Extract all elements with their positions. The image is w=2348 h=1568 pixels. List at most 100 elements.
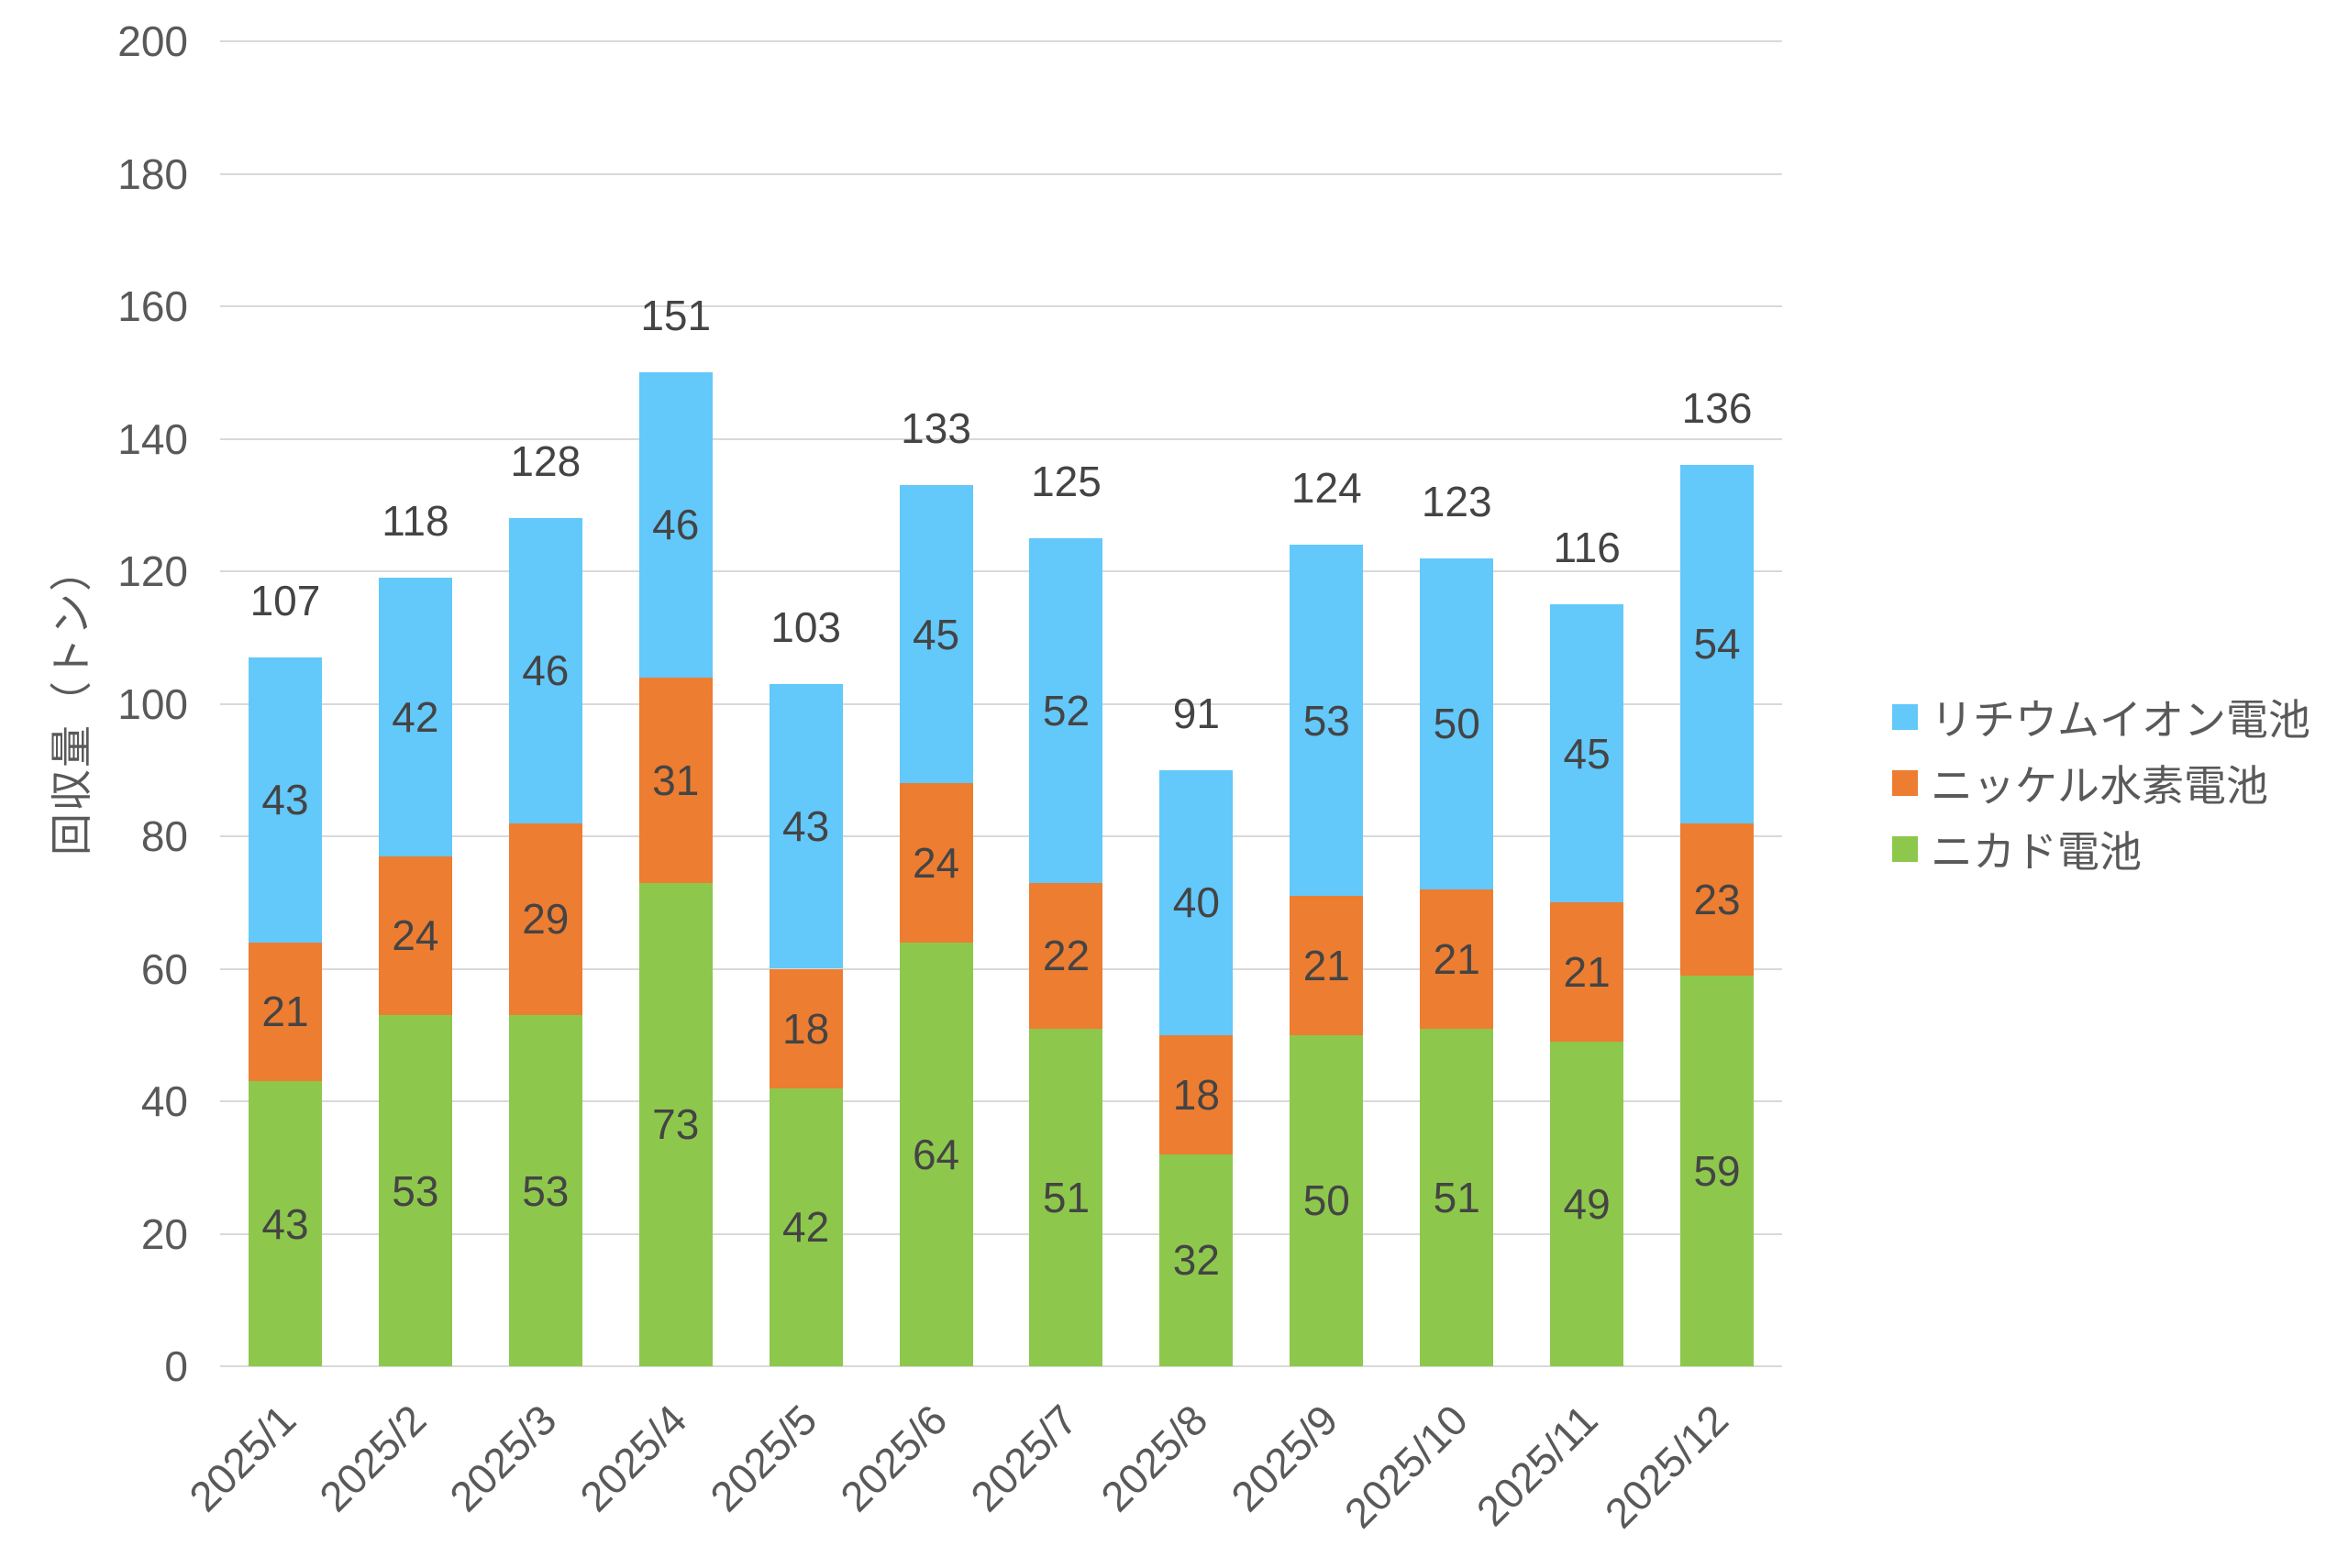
- segment-value-label: 45: [912, 610, 960, 658]
- segment-value-label: 29: [522, 895, 570, 944]
- segment-value-label: 21: [1563, 948, 1611, 997]
- segment-value-label: 43: [782, 802, 830, 851]
- segment-value-label: 21: [261, 988, 309, 1036]
- bar-segment-ニッケル水素電池: [248, 942, 322, 1082]
- y-axis-tick-label: 120: [117, 547, 188, 595]
- y-axis-tick-label: 200: [117, 17, 188, 65]
- segment-value-label: 49: [1563, 1179, 1611, 1228]
- x-axis-tick-label: 2025/3: [440, 1396, 566, 1521]
- y-axis-tick-label: 100: [117, 679, 188, 728]
- total-value-label: 133: [901, 404, 971, 453]
- segment-value-label: 46: [522, 646, 570, 695]
- bar-segment-ニッケル水素電池: [769, 968, 843, 1088]
- gridline: [220, 40, 1782, 42]
- segment-value-label: 43: [261, 776, 309, 824]
- segment-value-label: 51: [1433, 1173, 1480, 1221]
- bar-segment-ニッケル水素電池: [378, 856, 452, 1016]
- y-axis-tick-label: 180: [117, 149, 188, 198]
- total-value-label: 151: [640, 292, 712, 340]
- bar-segment-ニッケル水素電池: [1159, 1034, 1234, 1154]
- x-axis-tick-label: 2025/4: [570, 1396, 696, 1521]
- gridline: [220, 172, 1782, 175]
- total-value-label: 128: [510, 437, 581, 486]
- legend-item-nicad: ニカド電池: [1892, 826, 2310, 876]
- bar-segment-リチウムイオン電池: [378, 578, 452, 856]
- x-axis-tick-label: 2025/11: [1467, 1396, 1607, 1535]
- bar-segment-リチウムイオン電池: [769, 683, 843, 969]
- segment-value-label: 53: [392, 1166, 439, 1215]
- segment-value-label: 42: [782, 1203, 830, 1252]
- total-value-label: 123: [1421, 477, 1492, 525]
- x-axis-tick-label: 2025/8: [1091, 1396, 1217, 1521]
- total-value-label: 124: [1290, 464, 1362, 513]
- y-axis-tick-label: 80: [140, 812, 188, 860]
- segment-value-label: 73: [652, 1100, 700, 1149]
- segment-value-label: 50: [1302, 1176, 1350, 1225]
- segment-value-label: 64: [912, 1130, 960, 1178]
- bar-segment-ニッケル水素電池: [1420, 889, 1494, 1029]
- segment-value-label: 18: [1172, 1070, 1220, 1119]
- x-axis-tick-label: 2025/6: [831, 1396, 957, 1521]
- total-value-label: 103: [770, 602, 841, 651]
- bar-segment-ニカド電池: [378, 1015, 452, 1366]
- segment-value-label: 24: [392, 911, 439, 960]
- total-value-label: 125: [1031, 457, 1102, 505]
- bar-segment-ニッケル水素電池: [508, 823, 582, 1016]
- bar-segment-ニッケル水素電池: [1029, 882, 1103, 1029]
- gridline: [220, 967, 1782, 970]
- segment-value-label: 53: [1302, 696, 1350, 745]
- legend-swatch-lithium-ion-icon: [1892, 704, 1918, 730]
- gridline: [220, 570, 1782, 572]
- bar-segment-リチウムイオン電池: [508, 518, 582, 823]
- segment-value-label: 45: [1563, 729, 1611, 778]
- total-value-label: 107: [249, 576, 321, 624]
- bar-segment-ニカド電池: [1029, 1028, 1103, 1366]
- bar-segment-リチウムイオン電池: [1680, 465, 1755, 823]
- total-value-label: 116: [1553, 524, 1621, 572]
- legend-swatch-nickel-metal-hydride-icon: [1892, 770, 1918, 796]
- bar-segment-ニカド電池: [1420, 1028, 1494, 1366]
- segment-value-label: 24: [912, 838, 960, 887]
- segment-value-label: 22: [1042, 932, 1091, 980]
- x-axis-tick-label: 2025/1: [180, 1396, 305, 1521]
- total-value-label: 91: [1172, 689, 1220, 737]
- bar-segment-リチウムイオン電池: [1550, 604, 1624, 903]
- gridline: [220, 1100, 1782, 1102]
- x-axis-tick-label: 2025/5: [701, 1396, 826, 1521]
- y-axis-tick-label: 20: [140, 1209, 188, 1258]
- bar-segment-リチウムイオン電池: [1159, 769, 1234, 1035]
- x-axis-tick-label: 2025/10: [1335, 1396, 1477, 1538]
- legend-label: ニッケル水素電池: [1931, 762, 2268, 810]
- segment-value-label: 46: [652, 501, 700, 549]
- bar-segment-リチウムイオン電池: [1290, 545, 1364, 897]
- segment-value-label: 54: [1693, 620, 1741, 668]
- bar-segment-ニカド電池: [508, 1015, 582, 1366]
- total-value-label: 136: [1681, 384, 1753, 433]
- bar-segment-ニカド電池: [1550, 1041, 1624, 1366]
- legend-item-lithium-ion: リチウムイオン電池: [1892, 694, 2310, 744]
- bar-segment-ニカド電池: [1290, 1034, 1364, 1366]
- segment-value-label: 52: [1042, 686, 1091, 734]
- y-axis-tick-label: 140: [117, 414, 188, 463]
- segment-value-label: 21: [1433, 934, 1480, 983]
- segment-value-label: 51: [1042, 1173, 1091, 1221]
- bar-segment-ニカド電池: [899, 942, 973, 1366]
- x-axis-tick-label: 2025/7: [960, 1396, 1087, 1521]
- bar-segment-ニカド電池: [769, 1088, 843, 1366]
- legend: リチウムイオン電池 ニッケル水素電池 ニカド電池: [1892, 694, 2310, 892]
- segment-value-label: 43: [261, 1199, 309, 1248]
- bar-segment-ニカド電池: [638, 882, 713, 1366]
- bar-segment-ニッケル水素電池: [1680, 823, 1755, 976]
- segment-value-label: 32: [1172, 1236, 1220, 1285]
- legend-item-nickel-metal-hydride: ニッケル水素電池: [1892, 760, 2310, 810]
- gridline: [220, 305, 1782, 307]
- gridline: [220, 835, 1782, 837]
- legend-label: ニカド電池: [1931, 828, 2142, 876]
- bar-segment-リチウムイオン電池: [248, 657, 322, 943]
- bar-segment-ニッケル水素電池: [638, 677, 713, 883]
- bar-segment-リチウムイオン電池: [638, 372, 713, 678]
- gridline: [220, 437, 1782, 440]
- legend-swatch-nicad-icon: [1892, 836, 1918, 862]
- bar-segment-リチウムイオン電池: [1029, 537, 1103, 883]
